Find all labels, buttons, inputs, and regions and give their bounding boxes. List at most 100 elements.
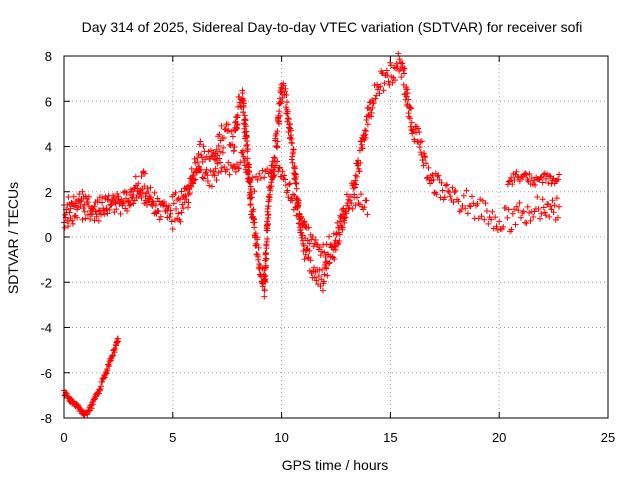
data-point [181, 185, 188, 192]
data-point [132, 173, 139, 180]
data-point [293, 185, 300, 192]
data-point [363, 197, 370, 204]
data-point [231, 164, 238, 171]
data-point [386, 81, 393, 88]
data-point [406, 115, 413, 122]
series-0 [61, 50, 563, 300]
data-point [343, 191, 350, 198]
data-point [175, 210, 182, 217]
data-point [331, 255, 338, 262]
data-point [358, 191, 365, 198]
data-point [232, 168, 239, 175]
data-point [94, 197, 101, 204]
data-point [239, 89, 246, 96]
data-point [519, 209, 526, 216]
data-point [447, 193, 454, 200]
data-point [505, 178, 512, 185]
data-point [84, 211, 91, 218]
data-point [180, 205, 187, 212]
y-axis-label: SDTVAR / TECUs [5, 182, 21, 294]
data-point [516, 199, 523, 206]
data-point [261, 174, 268, 181]
data-point [537, 215, 543, 222]
data-point [193, 168, 200, 175]
data-point [523, 220, 530, 227]
data-point [351, 184, 358, 191]
data-point [243, 142, 250, 149]
data-point [526, 171, 533, 178]
data-point [109, 352, 116, 359]
data-point [305, 224, 312, 231]
data-point [541, 209, 548, 216]
data-point [86, 407, 93, 414]
data-point [123, 189, 130, 196]
data-point [434, 173, 441, 180]
data-point [383, 67, 390, 74]
data-point [547, 203, 554, 210]
data-point [276, 108, 283, 115]
data-point [214, 160, 221, 167]
data-point [208, 183, 215, 190]
data-point [309, 233, 316, 240]
data-point [425, 164, 432, 171]
data-point [248, 190, 255, 197]
data-point [253, 251, 260, 258]
data-point [285, 194, 292, 201]
data-point [279, 94, 286, 101]
data-point [352, 177, 359, 184]
data-point [252, 230, 259, 237]
data-point [259, 167, 266, 174]
data-point [289, 197, 296, 204]
data-point [439, 187, 446, 194]
data-point [288, 156, 295, 163]
data-point [282, 85, 289, 92]
data-point [273, 131, 280, 137]
data-point [332, 237, 339, 244]
y-tick-label: 4 [45, 140, 52, 155]
data-point [223, 166, 230, 173]
data-point [92, 208, 99, 215]
data-point [266, 168, 273, 175]
data-point [348, 200, 355, 207]
data-point [241, 162, 248, 169]
data-point [278, 98, 285, 105]
data-point [292, 179, 299, 186]
data-point [307, 257, 314, 264]
data-point [244, 146, 251, 153]
data-point [77, 198, 84, 205]
data-point [404, 90, 411, 97]
data-point [438, 179, 445, 186]
data-point [396, 56, 403, 63]
data-point [451, 189, 458, 196]
data-point [111, 209, 118, 216]
data-point [217, 159, 224, 166]
data-point [323, 265, 330, 272]
data-point [141, 183, 148, 190]
data-point [285, 115, 292, 122]
data-point [280, 82, 287, 89]
data-point [204, 178, 211, 185]
data-point [290, 146, 297, 153]
data-point [531, 208, 538, 215]
data-point [147, 184, 154, 191]
data-point [195, 150, 202, 157]
data-point [218, 122, 225, 129]
data-point [225, 121, 232, 128]
data-point [261, 293, 268, 300]
data-point [324, 272, 331, 279]
data-point [92, 396, 99, 403]
data-point [524, 203, 531, 210]
data-point [95, 217, 102, 224]
data-point [271, 171, 278, 178]
data-point [253, 173, 260, 180]
data-point [139, 186, 146, 193]
data-point [254, 176, 261, 183]
data-point [65, 193, 72, 200]
data-point [283, 99, 290, 106]
data-point [462, 205, 469, 212]
data-point [198, 154, 205, 161]
data-point [141, 170, 148, 177]
data-point [332, 246, 339, 253]
data-point [509, 181, 516, 188]
data-point [313, 277, 320, 284]
